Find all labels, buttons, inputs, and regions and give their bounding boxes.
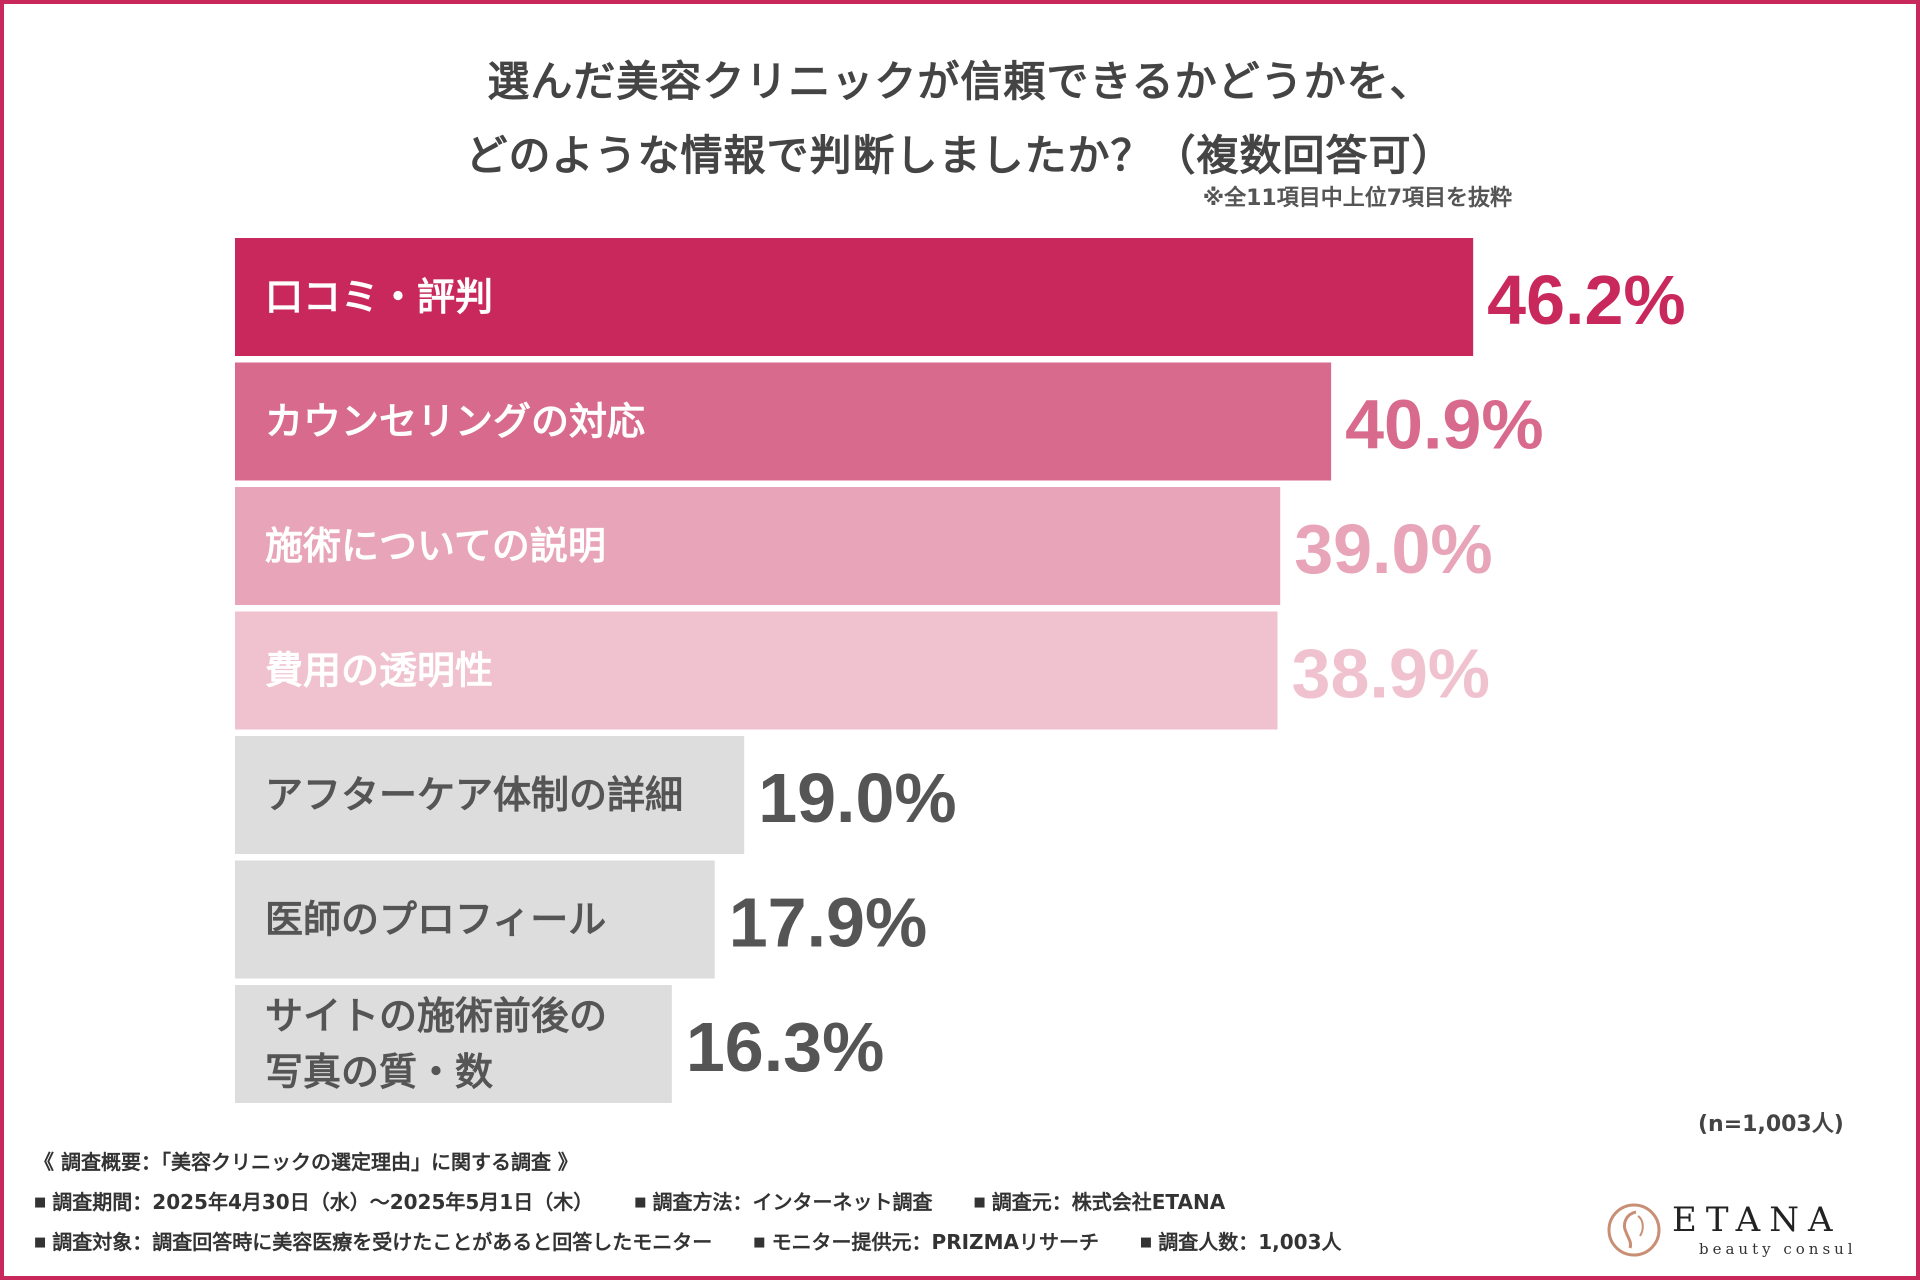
- bar-group: 口コミ・評判 46.2%: [235, 238, 1686, 356]
- survey-source: 調査元：株式会社ETANA: [973, 1186, 1225, 1215]
- category-label: サイトの施術前後の: [265, 994, 607, 1038]
- category-label: 口コミ・評判: [265, 275, 493, 319]
- survey-count: 調査人数：1,003人: [1140, 1226, 1341, 1255]
- value-label: 38.9%: [1292, 635, 1490, 713]
- survey-heading: 《 調査概要：「美容クリニックの選定理由」に関する調査 》: [34, 1150, 578, 1174]
- bar: [235, 238, 1474, 356]
- survey-row-2: 調査対象：調査回答時に美容医療を受けたことがあると回答したモニター モニター提供…: [34, 1226, 1375, 1255]
- survey-row-1: 調査期間：2025年4月30日（水）～2025年5月1日（木） 調査方法：インタ…: [34, 1186, 1259, 1215]
- bar: [235, 362, 1332, 481]
- value-label: 40.9%: [1345, 386, 1543, 464]
- value-label: 46.2%: [1487, 261, 1685, 339]
- chart-title-line-2: どのような情報で判断しましたか？（複数回答可）: [465, 131, 1455, 180]
- category-label: カウンセリングの対応: [265, 400, 645, 444]
- bar-group: アフターケア体制の詳細 19.0%: [235, 736, 957, 854]
- etana-logo: ETANA beauty consul: [1606, 1200, 1876, 1262]
- chart-title-line-1: 選んだ美容クリニックが信頼できるかどうかを、: [487, 57, 1433, 106]
- bar-group: 費用の透明性 38.9%: [235, 611, 1490, 730]
- category-label: 施術についての説明: [265, 524, 606, 568]
- bar: [235, 860, 715, 979]
- bar: [235, 611, 1278, 730]
- value-label: 19.0%: [758, 759, 956, 837]
- logo-subtitle: beauty consul: [1699, 1240, 1857, 1258]
- survey-period: 調査期間：2025年4月30日（水）～2025年5月1日（木）: [34, 1186, 593, 1215]
- category-label: 写真の質・数: [265, 1050, 493, 1094]
- bar: [235, 985, 672, 1103]
- bar: [235, 487, 1281, 605]
- value-label: 17.9%: [729, 884, 927, 962]
- value-label: 39.0%: [1294, 510, 1492, 588]
- logo-wordmark: ETANA: [1672, 1200, 1842, 1240]
- bar-group: 医師のプロフィール 17.9%: [235, 860, 927, 979]
- bar-group: カウンセリングの対応 40.9%: [235, 362, 1544, 481]
- bar: [235, 736, 745, 854]
- category-label: 医師のプロフィール: [265, 898, 606, 942]
- category-label: アフターケア体制の詳細: [265, 773, 683, 817]
- survey-method: 調査方法：インターネット調査: [634, 1186, 932, 1215]
- category-label: 費用の透明性: [265, 649, 493, 693]
- survey-target: 調査対象：調査回答時に美容医療を受けたことがあると回答したモニター: [34, 1226, 712, 1255]
- survey-provider: モニター提供元：PRIZMAリサーチ: [753, 1226, 1099, 1255]
- value-label: 16.3%: [686, 1008, 884, 1086]
- bar-group: 施術についての説明 39.0%: [235, 487, 1493, 605]
- face-profile-icon: [1607, 1203, 1661, 1257]
- chart-note: ※全11項目中上位7項目を抜粋: [1202, 186, 1512, 211]
- sample-size-label: (n=1,003人): [1698, 1112, 1844, 1137]
